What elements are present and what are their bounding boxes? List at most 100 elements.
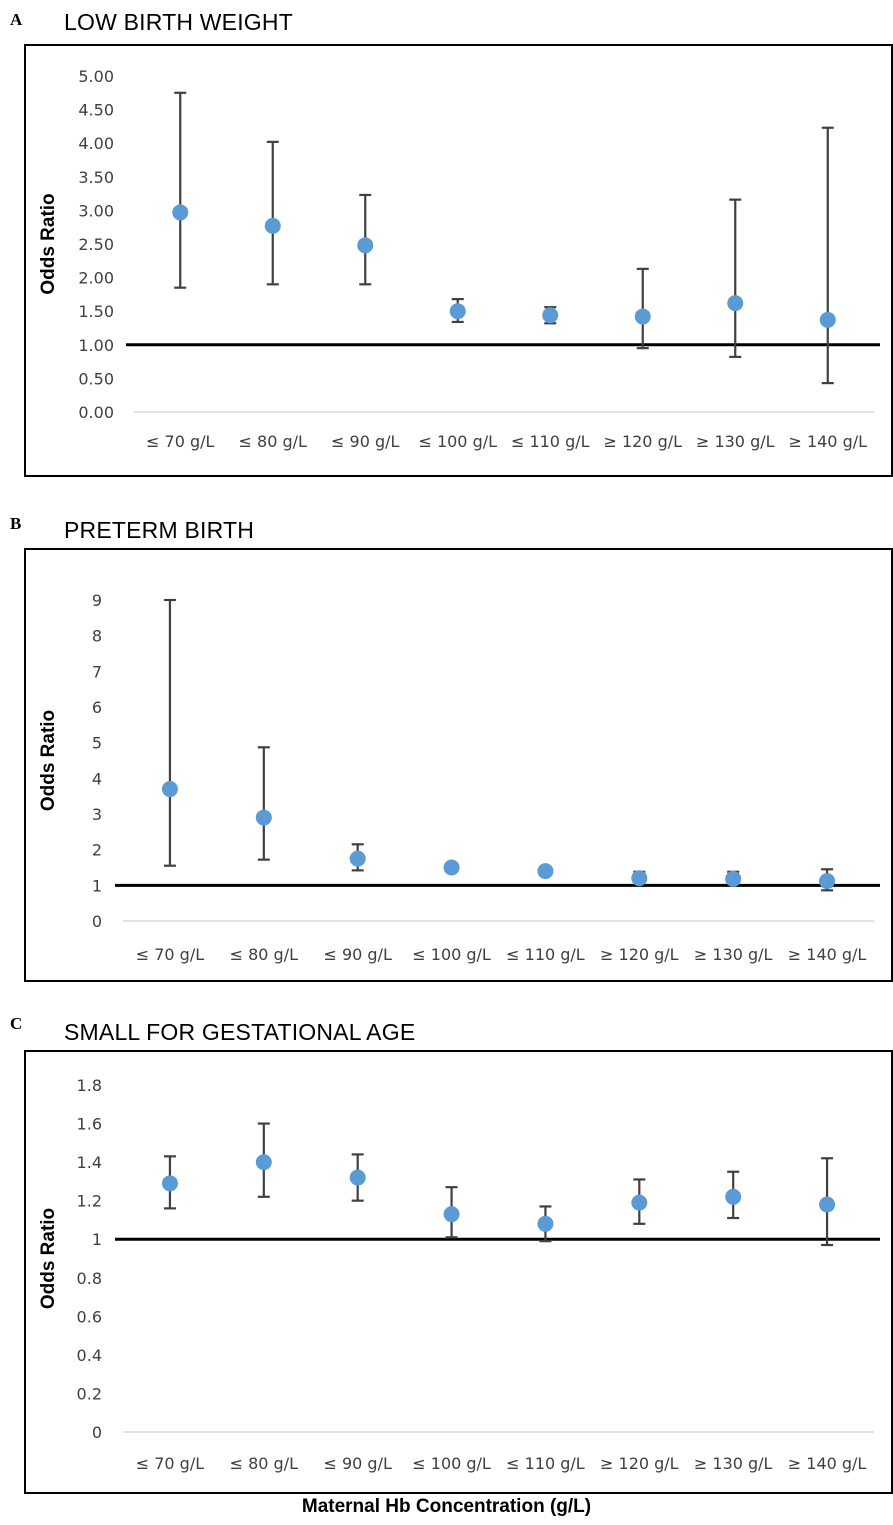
data-point: [631, 870, 648, 887]
panel-title-c: SMALL FOR GESTATIONAL AGE: [64, 1019, 416, 1045]
y-tick-label: 7: [92, 662, 102, 681]
x-tick-label: ≤ 100 g/L: [412, 1454, 491, 1473]
y-tick-label: 6: [92, 698, 102, 717]
y-tick-label: 1: [92, 1230, 102, 1249]
data-point: [537, 1215, 554, 1232]
chart-plot-c: Odds Ratio 0 0.2 0.4 0.6 0.8 1 1.2 1.4 1.6 1.8 ≤ 70…: [38, 1076, 880, 1473]
x-tick-label: ≤ 100 g/L: [412, 945, 491, 964]
x-tick-label: ≥ 120 g/L: [600, 945, 679, 964]
error-bar: [257, 746, 270, 861]
chart-plot-a: Odds Ratio 0.00 0.50 1.00 1.50 2.00 2.50 3.00 3.…: [38, 67, 880, 451]
error-bar: [174, 91, 187, 289]
data-point: [264, 217, 281, 234]
y-tick-label: 5: [92, 734, 102, 753]
data-point: [725, 1188, 742, 1205]
data-point: [357, 237, 374, 254]
chart-panel-c: Odds Ratio 0 0.2 0.4 0.6 0.8 1 1.2 1.4 1.6 1.8 ≤ 70…: [24, 1050, 893, 1494]
chart-panel-b: Odds Ratio 0 1 2 3 4 5 6 7 8 9 ≤ 70 g/L ≤ 80 g/L ≤ 90…: [24, 548, 893, 982]
error-bar: [266, 140, 279, 286]
data-point: [819, 1196, 836, 1213]
y-tick-label: 1.50: [78, 302, 114, 321]
data-point: [255, 809, 272, 826]
y-tick-label: 4.50: [78, 101, 114, 120]
data-point: [349, 850, 366, 867]
x-tick-label: ≥ 140 g/L: [788, 432, 867, 451]
y-tick-label: 1.8: [77, 1076, 102, 1095]
y-tick-label: 5.00: [78, 67, 114, 86]
y-tick-label: 0.8: [77, 1269, 102, 1288]
x-tick-label: ≤ 80 g/L: [230, 1454, 298, 1473]
chart-plot-b: Odds Ratio 0 1 2 3 4 5 6 7 8 9 ≤ 70 g/L ≤ 80 g/L ≤ 90…: [38, 591, 880, 964]
y-tick-label: 8: [92, 627, 102, 646]
data-point: [537, 863, 554, 880]
y-tick-label: 0.4: [77, 1346, 102, 1365]
y-axis-title: Odds Ratio: [38, 193, 59, 294]
x-axis-label: Maternal Hb Concentration (g/L): [301, 1496, 592, 1517]
y-tick-label: 1.4: [77, 1153, 102, 1172]
data-point: [172, 204, 189, 221]
y-axis-title: Odds Ratio: [38, 1208, 59, 1309]
panel-title-a: LOW BIRTH WEIGHT: [64, 9, 293, 35]
x-tick-label: ≤ 90 g/L: [331, 432, 399, 451]
x-tick-label: ≤ 90 g/L: [323, 1454, 391, 1473]
x-tick-label: ≤ 80 g/L: [230, 945, 298, 964]
y-tick-label: 3: [92, 805, 102, 824]
x-tick-label: ≥ 120 g/L: [603, 432, 682, 451]
x-tick-label: ≤ 110 g/L: [511, 432, 590, 451]
data-point: [819, 873, 836, 890]
data-point: [349, 1169, 366, 1186]
y-axis-title: Odds Ratio: [38, 710, 59, 811]
x-tick-label: ≤ 70 g/L: [136, 1454, 204, 1473]
y-tick-label: 0.00: [78, 403, 114, 422]
x-tick-label: ≤ 80 g/L: [239, 432, 307, 451]
error-bar: [729, 198, 742, 358]
panel-letter-b: B: [10, 514, 22, 533]
error-bar: [636, 267, 649, 350]
error-bar: [163, 598, 176, 867]
data-point: [727, 295, 744, 312]
panel-title-b: PRETERM BIRTH: [64, 517, 255, 543]
data-point: [725, 870, 742, 887]
y-tick-label: 2.00: [78, 269, 114, 288]
panel-letter-a: A: [10, 10, 23, 29]
y-tick-label: 0.2: [77, 1384, 102, 1403]
data-point: [161, 781, 178, 798]
y-tick-label: 1.2: [77, 1192, 102, 1211]
data-point: [634, 308, 651, 325]
y-tick-label: 0: [92, 912, 102, 931]
x-tick-label: ≤ 110 g/L: [506, 1454, 585, 1473]
y-tick-label: 4: [92, 769, 102, 788]
data-point: [443, 859, 460, 876]
y-tick-label: 1.00: [78, 336, 114, 355]
x-tick-label: ≥ 140 g/L: [788, 945, 867, 964]
chart-panel-a: Odds Ratio 0.00 0.50 1.00 1.50 2.00 2.50 3.00 3.…: [24, 44, 893, 477]
x-tick-label: ≤ 90 g/L: [323, 945, 391, 964]
panel-letter-c: C: [10, 1014, 23, 1033]
y-tick-label: 2: [92, 841, 102, 860]
y-tick-label: 9: [92, 591, 102, 610]
y-tick-label: 1: [92, 876, 102, 895]
y-tick-label: 1.6: [77, 1115, 102, 1134]
data-point: [819, 311, 836, 328]
y-tick-label: 4.00: [78, 134, 114, 153]
data-point: [542, 307, 559, 324]
y-tick-label: 3.00: [78, 201, 114, 220]
data-point: [161, 1175, 178, 1192]
y-tick-label: 2.50: [78, 235, 114, 254]
y-tick-label: 3.50: [78, 168, 114, 187]
x-tick-label: ≥ 120 g/L: [600, 1454, 679, 1473]
error-bar: [821, 126, 834, 385]
x-tick-label: ≤ 70 g/L: [136, 945, 204, 964]
x-tick-label: ≤ 100 g/L: [418, 432, 497, 451]
data-point: [449, 303, 466, 320]
y-tick-label: 0.6: [77, 1307, 102, 1326]
x-tick-label: ≤ 70 g/L: [146, 432, 214, 451]
data-point: [443, 1206, 460, 1223]
x-tick-label: ≥ 140 g/L: [788, 1454, 867, 1473]
x-tick-label: ≥ 130 g/L: [694, 945, 773, 964]
y-tick-label: 0.50: [78, 369, 114, 388]
x-tick-label: ≥ 130 g/L: [694, 1454, 773, 1473]
x-tick-label: ≤ 110 g/L: [506, 945, 585, 964]
y-tick-label: 0: [92, 1423, 102, 1442]
data-point: [255, 1154, 272, 1171]
